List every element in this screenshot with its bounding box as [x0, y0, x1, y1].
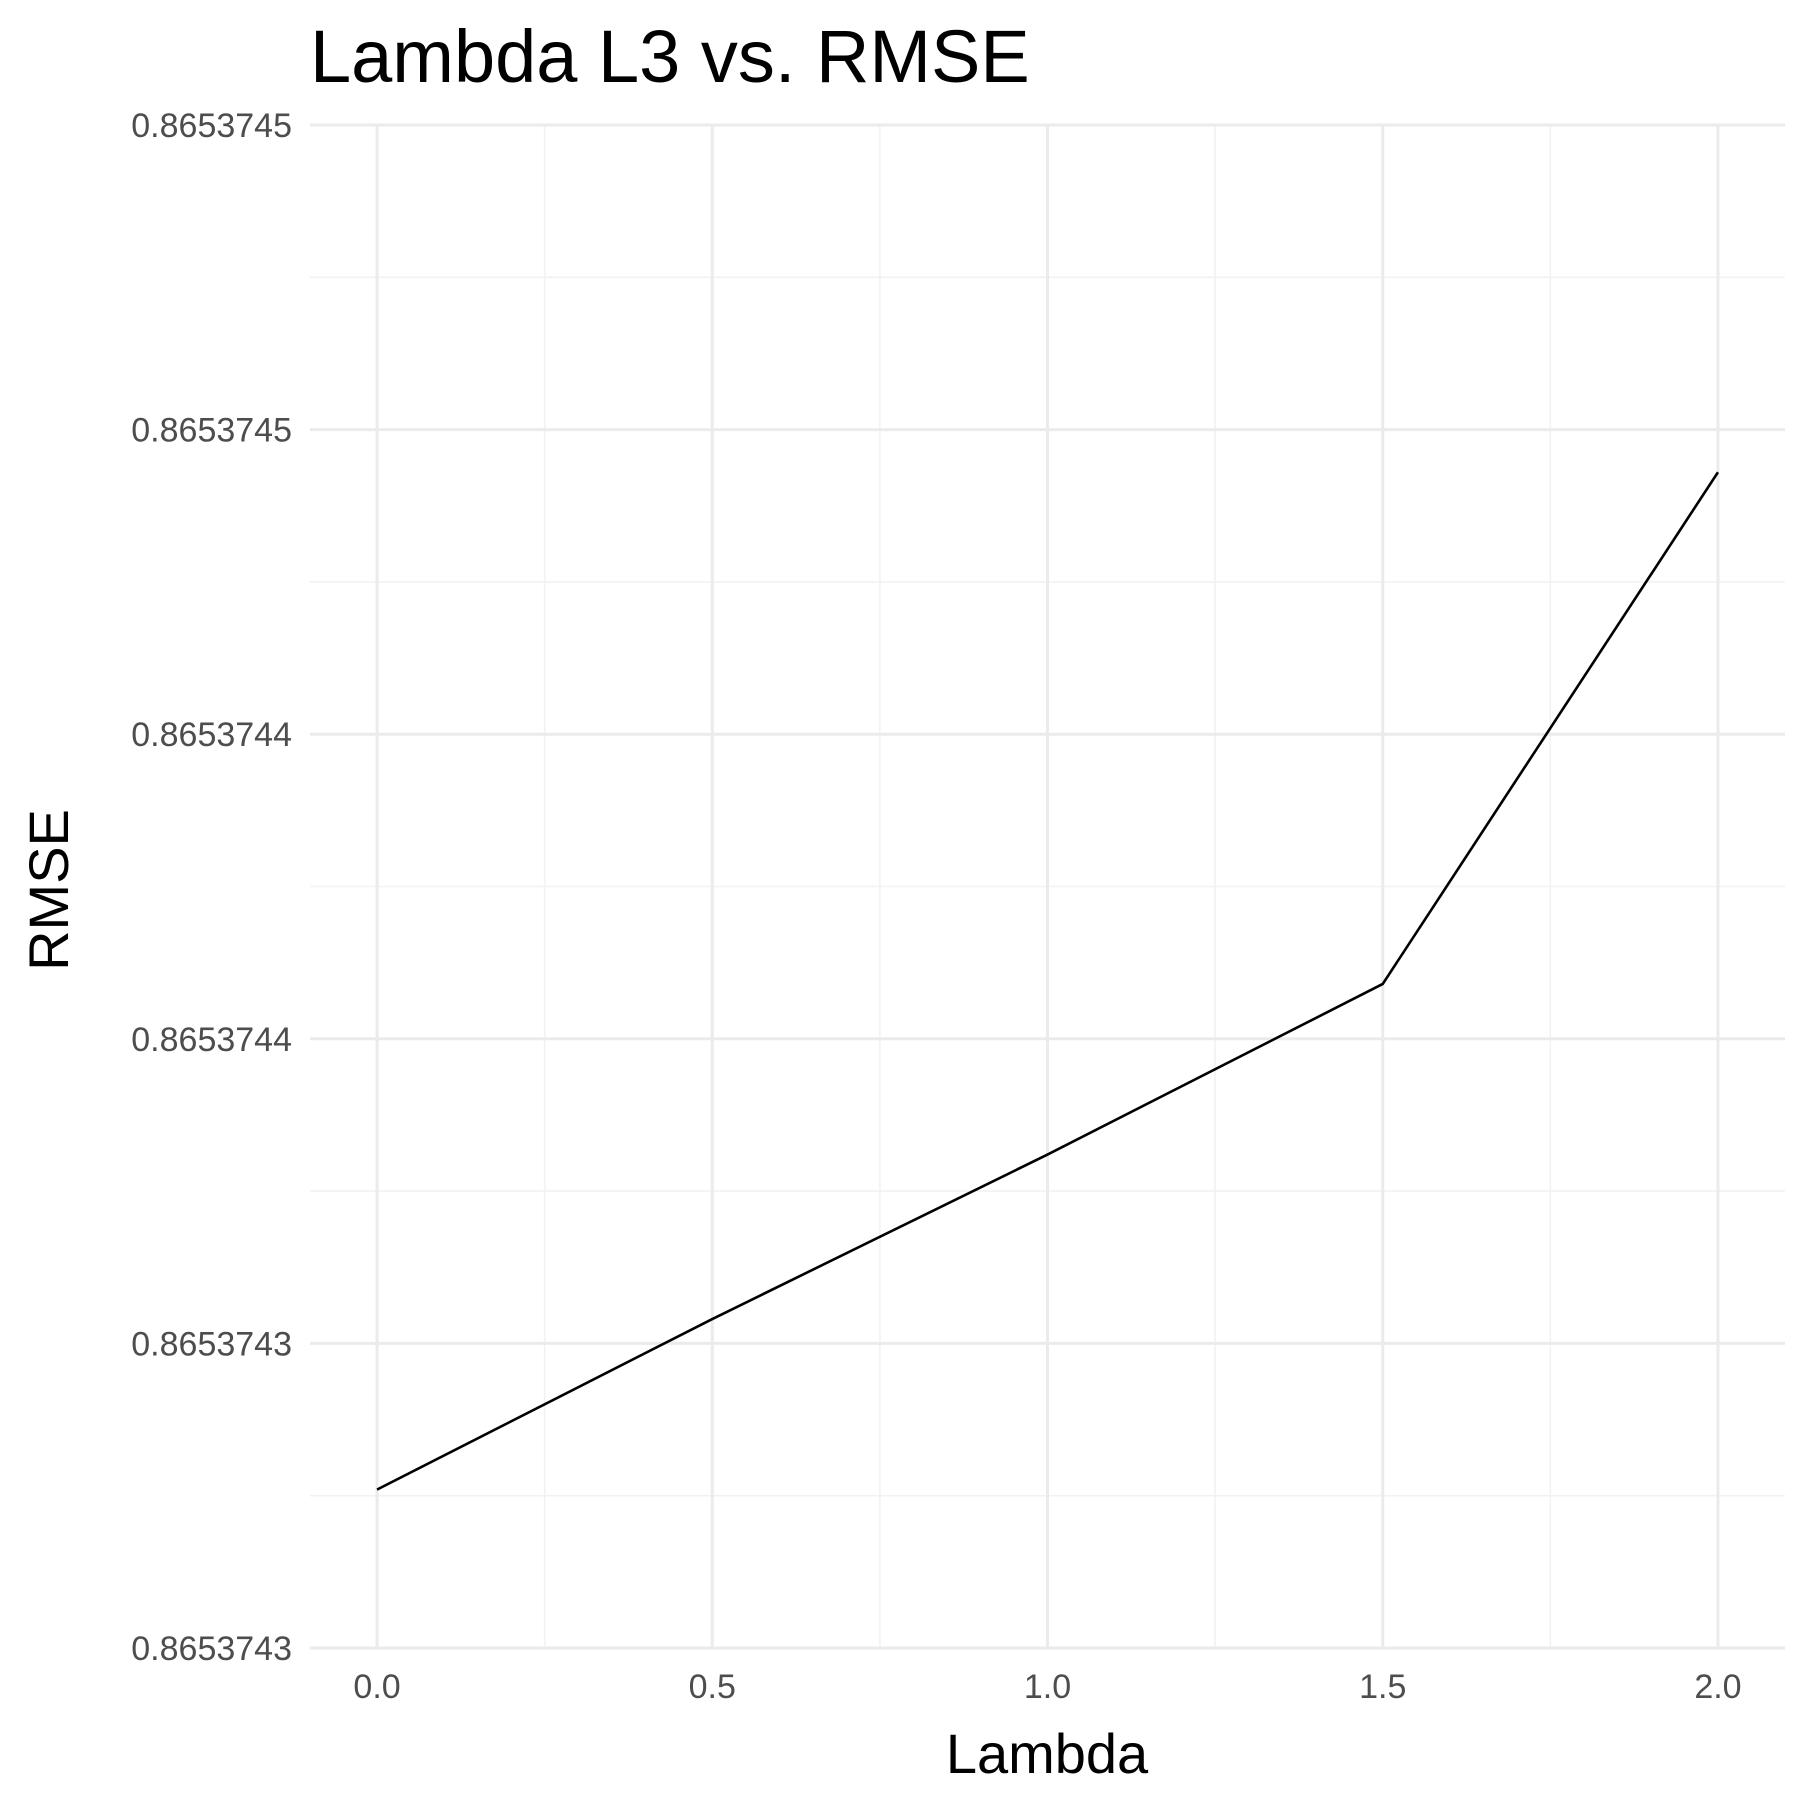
y-tick-label: 0.8653744: [131, 716, 292, 754]
y-axis-ticks: 0.8653743 0.8653743 0.8653744 0.8653744 0.86…: [131, 107, 292, 1668]
x-tick-label: 0.5: [689, 1668, 736, 1706]
y-tick-label: 0.8653745: [131, 107, 292, 145]
series-line: [376, 471, 1720, 1491]
chart-title: Lambda L3 vs. RMSE: [310, 15, 1030, 98]
grid: [310, 123, 1785, 1650]
y-tick-label: 0.8653745: [131, 412, 292, 450]
x-axis-title: Lambda: [946, 1722, 1149, 1785]
x-tick-label: 0.0: [353, 1668, 400, 1706]
y-axis-title: RMSE: [17, 809, 80, 971]
y-tick-label: 0.8653744: [131, 1021, 292, 1059]
y-tick-label: 0.8653743: [131, 1325, 292, 1363]
x-tick-label: 1.5: [1359, 1668, 1406, 1706]
x-tick-label: 2.0: [1694, 1668, 1741, 1706]
series-layer: [376, 471, 1720, 1491]
x-tick-label: 1.0: [1024, 1668, 1071, 1706]
y-tick-label: 0.8653743: [131, 1630, 292, 1668]
x-axis-ticks: 0.0 0.5 1.0 1.5 2.0: [353, 1668, 1741, 1706]
